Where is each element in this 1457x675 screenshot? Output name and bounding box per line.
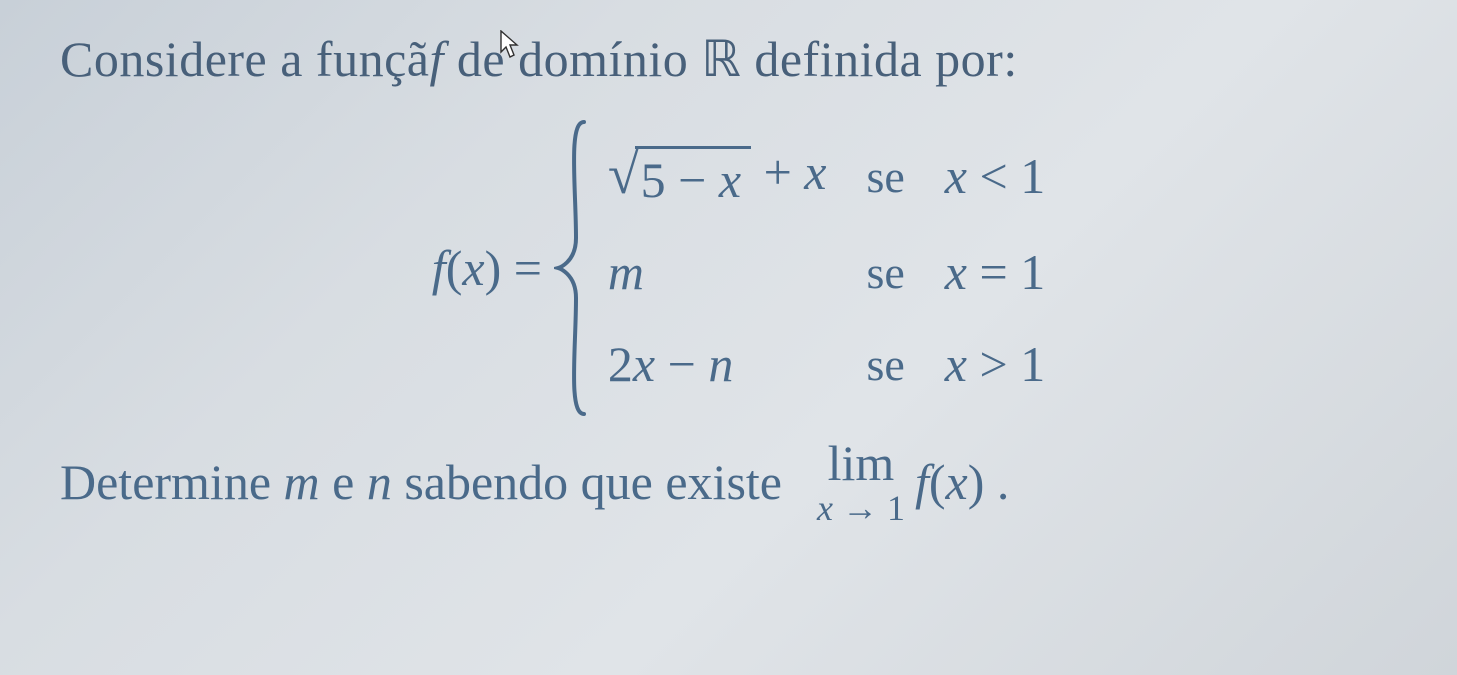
radicand-a: 5 bbox=[641, 152, 666, 208]
prompt-f: f bbox=[429, 31, 443, 87]
equation-block: f(x) = √ 5 − x + x se bbox=[60, 118, 1417, 418]
cases-grid: √ 5 − x + x se x < 1 m se x = 1 bbox=[608, 143, 1045, 393]
prompt-pre: Considere a funçã bbox=[60, 31, 429, 87]
c1-op: < bbox=[967, 148, 1020, 204]
case3-expr: 2x − n bbox=[608, 335, 827, 393]
lhs-close: ) bbox=[485, 240, 502, 296]
domain-real: ℝ bbox=[701, 31, 741, 87]
radicand-b: x bbox=[719, 152, 741, 208]
lhs-f: f bbox=[432, 240, 446, 296]
lim-sub-1: 1 bbox=[887, 488, 905, 528]
case1-se: se bbox=[866, 150, 904, 203]
q-pre: Determine bbox=[60, 453, 284, 511]
c3-opc: > bbox=[967, 336, 1020, 392]
q-and: e bbox=[320, 453, 367, 511]
sqrt: √ 5 − x bbox=[608, 146, 751, 209]
question-line: Determine m e n sabendo que existe lim x… bbox=[60, 438, 1417, 526]
c2-lhs: x bbox=[945, 244, 967, 300]
math-problem-panel: Considere a funçãf de domínio ℝ definida… bbox=[0, 0, 1457, 546]
fxe-close: ) bbox=[968, 454, 985, 510]
prompt-line: Considere a funçãf de domínio ℝ definida… bbox=[60, 30, 1417, 88]
case2-se: se bbox=[866, 246, 904, 299]
c2-op: = bbox=[967, 244, 1020, 300]
radical-sign: √ bbox=[608, 150, 639, 200]
radicand: 5 − x bbox=[635, 146, 751, 209]
fxe-open: ( bbox=[929, 454, 946, 510]
c3-rhs: 1 bbox=[1020, 336, 1045, 392]
limit: lim x → 1 bbox=[817, 438, 905, 526]
lhs-open: ( bbox=[446, 240, 463, 296]
lim-sub: x → 1 bbox=[817, 490, 905, 526]
lhs-x: x bbox=[462, 240, 484, 296]
case1-plus: + bbox=[751, 144, 804, 200]
c3-lhs: x bbox=[945, 336, 967, 392]
case1-cond: x < 1 bbox=[945, 147, 1045, 205]
prompt-end: definida por: bbox=[741, 31, 1017, 87]
q-m: m bbox=[284, 453, 320, 511]
case1-x: x bbox=[804, 144, 826, 200]
lim-sub-x: x bbox=[817, 488, 833, 528]
c2-rhs: 1 bbox=[1020, 244, 1045, 300]
c3-n: n bbox=[708, 336, 733, 392]
fx-end: f(x) bbox=[915, 453, 984, 511]
c3-coef: 2 bbox=[608, 336, 633, 392]
case1-expr: √ 5 − x + x bbox=[608, 143, 827, 209]
radicand-op: − bbox=[666, 152, 719, 208]
lim-sub-arrow: → bbox=[833, 488, 887, 528]
c3-op: − bbox=[655, 336, 708, 392]
c3-x: x bbox=[633, 336, 655, 392]
fxe-f: f bbox=[915, 454, 929, 510]
lhs-fx: f(x) = bbox=[432, 239, 542, 297]
q-period: . bbox=[984, 453, 1009, 511]
case2-cond: x = 1 bbox=[945, 243, 1045, 301]
left-brace bbox=[554, 118, 594, 418]
c1-lhs: x bbox=[945, 148, 967, 204]
case3-cond: x > 1 bbox=[945, 335, 1045, 393]
q-n: n bbox=[367, 453, 392, 511]
fxe-x: x bbox=[946, 454, 968, 510]
prompt-mid: de domínio bbox=[444, 31, 701, 87]
case3-se: se bbox=[866, 338, 904, 391]
c1-rhs: 1 bbox=[1020, 148, 1045, 204]
lhs-eq: = bbox=[501, 240, 542, 296]
lim-word: lim bbox=[828, 438, 895, 488]
case2-expr: m bbox=[608, 243, 827, 301]
q-mid: sabendo que existe bbox=[392, 453, 807, 511]
